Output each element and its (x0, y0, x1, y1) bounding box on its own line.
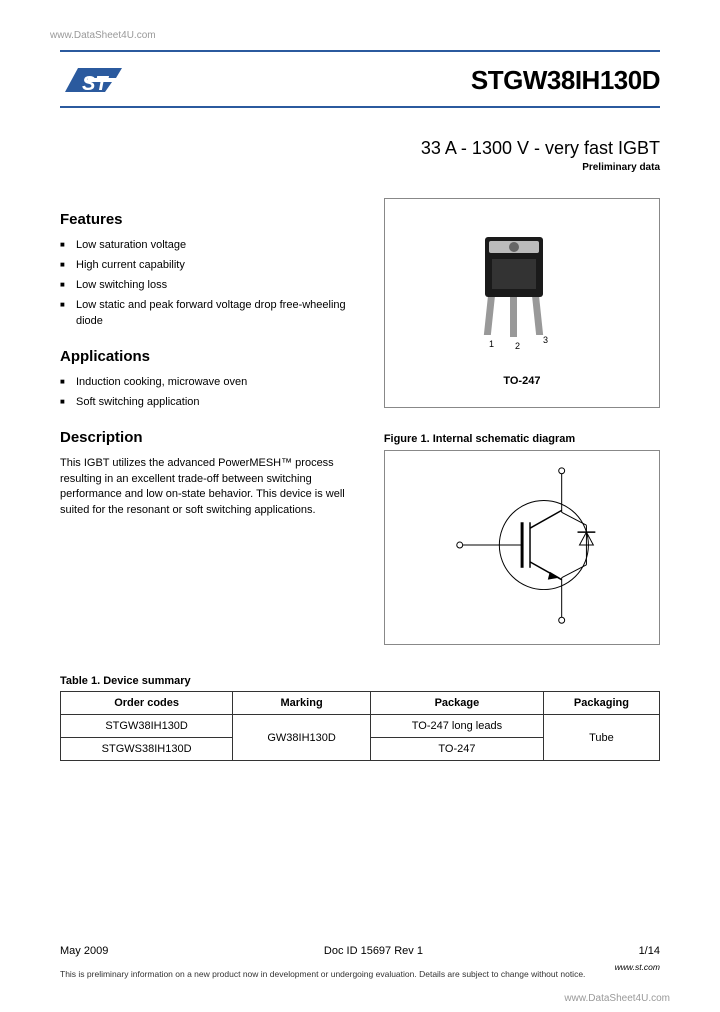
watermark-top: www.DataSheet4U.com (50, 30, 156, 41)
applications-list: Induction cooking, microwave oven Soft s… (60, 375, 364, 411)
cell-package: TO-247 long leads (370, 715, 543, 738)
svg-text:1: 1 (489, 339, 494, 349)
cell-order-code: STGWS38IH130D (61, 738, 233, 761)
col-order-codes: Order codes (61, 692, 233, 715)
package-label: TO-247 (385, 375, 659, 387)
footer-meta: May 2009 Doc ID 15697 Rev 1 1/14 (60, 945, 660, 957)
device-summary-table: Order codes Marking Package Packaging ST… (60, 691, 660, 761)
col-package: Package (370, 692, 543, 715)
applications-heading: Applications (60, 348, 364, 365)
feature-item: Low saturation voltage (60, 238, 364, 254)
package-figure: 1 2 3 TO-247 (384, 198, 660, 408)
table1-title: Table 1. Device summary (60, 675, 660, 687)
description-heading: Description (60, 429, 364, 446)
feature-item: Low switching loss (60, 278, 364, 294)
cell-marking: GW38IH130D (233, 715, 371, 761)
application-item: Soft switching application (60, 395, 364, 411)
feature-item: High current capability (60, 258, 364, 274)
cell-package: TO-247 (370, 738, 543, 761)
svg-text:2: 2 (515, 341, 520, 351)
to247-drawing: 1 2 3 (467, 229, 577, 364)
right-column: 1 2 3 TO-247 Figure 1. Internal schemati… (384, 193, 660, 645)
header: ST STGW38IH130D (60, 52, 660, 108)
svg-text:ST: ST (82, 73, 109, 95)
preliminary-label: Preliminary data (60, 162, 660, 173)
feature-item: Low static and peak forward voltage drop… (60, 298, 364, 330)
description-text: This IGBT utilizes the advanced PowerMES… (60, 456, 364, 520)
footer-date: May 2009 (60, 945, 108, 957)
svg-text:3: 3 (543, 335, 548, 345)
col-packaging: Packaging (543, 692, 659, 715)
st-logo: ST (60, 60, 130, 100)
table-header-row: Order codes Marking Package Packaging (61, 692, 660, 715)
table-row: STGW38IH130D GW38IH130D TO-247 long lead… (61, 715, 660, 738)
cell-packaging: Tube (543, 715, 659, 761)
schematic-figure (384, 450, 660, 645)
footer: May 2009 Doc ID 15697 Rev 1 1/14 This is… (60, 945, 660, 972)
footer-page: 1/14 (639, 945, 660, 957)
main-columns: Features Low saturation voltage High cur… (60, 193, 660, 645)
footer-docid: Doc ID 15697 Rev 1 (324, 945, 423, 957)
cell-order-code: STGW38IH130D (61, 715, 233, 738)
datasheet-page: www.DataSheet4U.com ST STGW38IH130D 33 A… (0, 0, 720, 1012)
col-marking: Marking (233, 692, 371, 715)
features-heading: Features (60, 211, 364, 228)
figure1-title: Figure 1. Internal schematic diagram (384, 433, 660, 445)
part-number: STGW38IH130D (471, 65, 660, 96)
left-column: Features Low saturation voltage High cur… (60, 193, 364, 645)
features-list: Low saturation voltage High current capa… (60, 238, 364, 330)
application-item: Induction cooking, microwave oven (60, 375, 364, 391)
footer-disclaimer: This is preliminary information on a new… (60, 969, 660, 980)
subtitle: 33 A - 1300 V - very fast IGBT (60, 138, 660, 159)
watermark-bottom: www.DataSheet4U.com (564, 993, 670, 1004)
